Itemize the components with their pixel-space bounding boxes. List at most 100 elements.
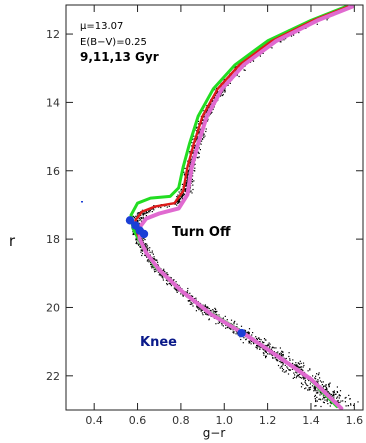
star-point bbox=[186, 291, 188, 293]
star-point bbox=[292, 362, 294, 364]
star-point bbox=[146, 247, 148, 249]
star-point bbox=[298, 363, 301, 365]
star-point bbox=[293, 376, 295, 378]
star-point bbox=[319, 398, 321, 400]
star-point bbox=[191, 178, 193, 180]
star-point bbox=[303, 377, 305, 379]
star-point bbox=[285, 38, 287, 40]
star-point bbox=[315, 380, 317, 382]
star-point bbox=[297, 362, 299, 364]
star-point bbox=[281, 367, 283, 369]
star-point bbox=[325, 389, 327, 391]
star-point bbox=[336, 397, 338, 399]
star-point bbox=[214, 310, 216, 312]
star-point bbox=[295, 362, 297, 364]
plot-frame bbox=[65, 4, 364, 411]
star-point bbox=[167, 280, 169, 282]
x-tick-label: 1.2 bbox=[259, 414, 277, 427]
star-point bbox=[245, 339, 247, 341]
star-point bbox=[221, 322, 223, 325]
star-point bbox=[215, 312, 217, 314]
star-point bbox=[177, 200, 179, 202]
star-point bbox=[150, 263, 152, 265]
star-point bbox=[188, 170, 190, 172]
star-point bbox=[183, 174, 186, 176]
star-point bbox=[342, 400, 344, 402]
star-point bbox=[197, 120, 199, 122]
star-point bbox=[336, 386, 338, 388]
star-point bbox=[308, 388, 310, 391]
star-point bbox=[142, 214, 144, 216]
star-point bbox=[198, 309, 200, 311]
star-point bbox=[166, 206, 168, 208]
star-point bbox=[296, 372, 298, 374]
star-point bbox=[166, 284, 168, 286]
axes bbox=[65, 4, 364, 411]
star-point bbox=[206, 105, 208, 107]
star-point bbox=[242, 342, 244, 344]
star-point bbox=[338, 397, 340, 399]
star-point bbox=[265, 355, 267, 357]
star-point bbox=[268, 344, 270, 347]
star-point bbox=[204, 135, 206, 137]
star-point bbox=[149, 211, 151, 213]
star-point bbox=[304, 388, 306, 390]
star-point bbox=[146, 245, 149, 247]
star-point bbox=[307, 370, 309, 372]
star-point bbox=[279, 41, 281, 43]
star-point bbox=[299, 376, 301, 379]
star-point bbox=[248, 328, 251, 330]
star-point bbox=[296, 375, 298, 377]
star-point bbox=[208, 318, 210, 320]
star-point bbox=[287, 373, 290, 375]
star-point bbox=[196, 138, 198, 140]
star-point bbox=[198, 133, 200, 135]
star-point bbox=[184, 189, 186, 191]
star-point bbox=[152, 253, 154, 255]
x-tick-label: 1.4 bbox=[302, 414, 320, 427]
star-point bbox=[315, 387, 317, 389]
star-point bbox=[288, 355, 290, 358]
star-point bbox=[309, 368, 311, 370]
star-point bbox=[297, 366, 299, 368]
star-point bbox=[322, 385, 325, 388]
star-point bbox=[168, 283, 170, 285]
star-point bbox=[217, 322, 219, 324]
star-point bbox=[183, 194, 185, 196]
star-point bbox=[189, 163, 191, 165]
star-point bbox=[281, 361, 283, 363]
star-point bbox=[204, 313, 207, 315]
star-point bbox=[345, 396, 347, 399]
star-point bbox=[199, 149, 201, 151]
star-point bbox=[233, 331, 235, 333]
star-point bbox=[345, 405, 347, 407]
star-point bbox=[166, 272, 168, 274]
star-point bbox=[148, 249, 150, 251]
star-point bbox=[340, 400, 342, 402]
star-point bbox=[256, 344, 258, 347]
star-point bbox=[153, 205, 155, 207]
star-point bbox=[140, 217, 142, 220]
star-point bbox=[139, 223, 141, 225]
star-point bbox=[205, 130, 207, 133]
star-point bbox=[189, 152, 191, 154]
star-point bbox=[328, 392, 330, 394]
star-point bbox=[347, 405, 349, 407]
star-point bbox=[332, 393, 334, 395]
star-point bbox=[145, 212, 147, 214]
star-point bbox=[194, 298, 196, 300]
star-point bbox=[205, 111, 208, 113]
star-point bbox=[147, 259, 149, 261]
star-point bbox=[145, 211, 147, 213]
star-point bbox=[302, 376, 304, 378]
star-point bbox=[153, 256, 155, 258]
star-point bbox=[140, 220, 143, 222]
star-point bbox=[194, 147, 196, 150]
star-point bbox=[270, 348, 273, 350]
star-point bbox=[203, 116, 205, 118]
star-point bbox=[285, 357, 287, 360]
star-point bbox=[191, 192, 193, 194]
star-point bbox=[308, 387, 310, 389]
star-point bbox=[208, 319, 210, 321]
star-point bbox=[250, 343, 252, 345]
